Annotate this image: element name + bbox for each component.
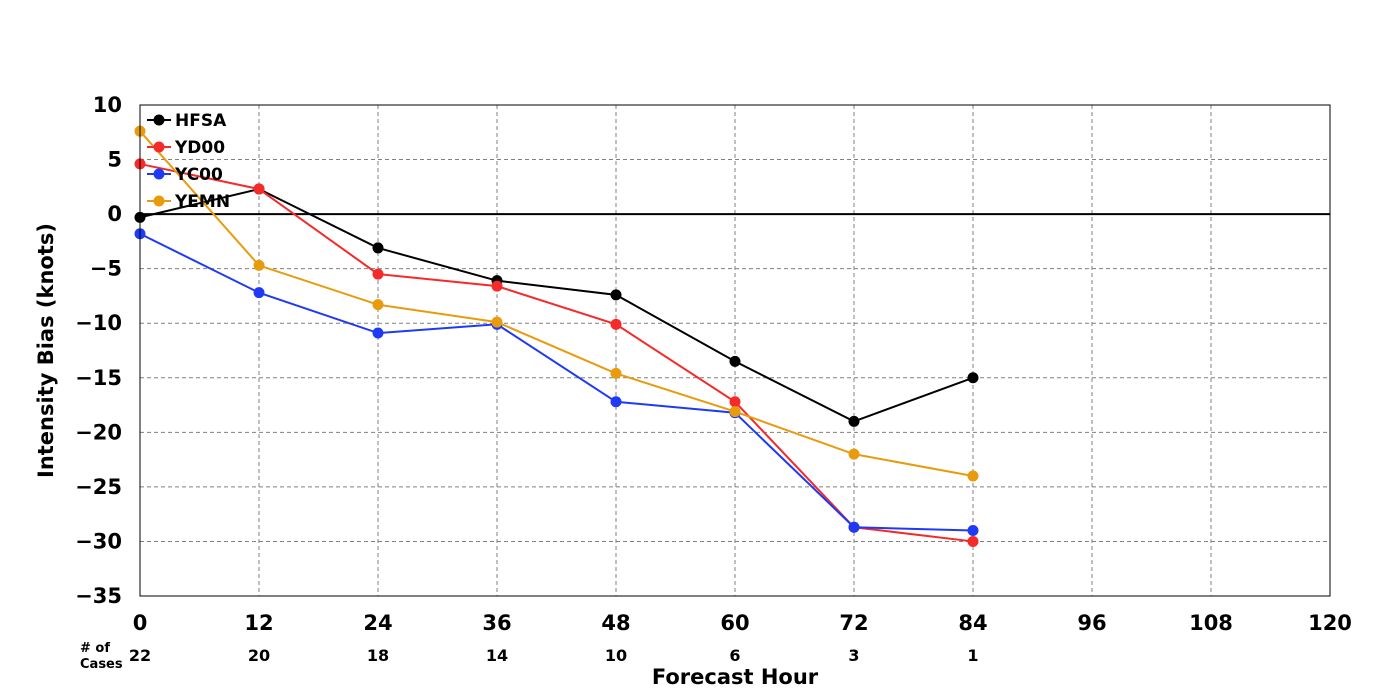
data-point-hfsa <box>848 415 860 427</box>
legend-entry-yc00: YC00 <box>147 165 223 185</box>
data-point-hfsa <box>372 242 384 254</box>
legend-label: YD00 <box>174 138 225 158</box>
y-tick-label: −25 <box>75 475 122 499</box>
y-tick-label: 10 <box>93 93 122 117</box>
x-tick-labels: 0 12 24 36 48 60 72 84 96 108 120 <box>133 611 1352 635</box>
data-point-yemn <box>491 316 503 328</box>
data-point-yc00 <box>848 521 860 533</box>
grid-lines <box>140 105 1330 596</box>
legend-label: YEMN <box>174 192 230 212</box>
data-point-yemn <box>848 448 860 460</box>
legend-marker <box>153 141 165 153</box>
y-tick-label: 5 <box>107 148 122 172</box>
series-line-hfsa <box>139 187 974 423</box>
data-point-yd00 <box>729 396 741 408</box>
legend-entry-hfsa: HFSA <box>147 111 227 131</box>
legend-marker <box>153 168 165 180</box>
legend: HFSA YD00 YC00 YEMN <box>147 111 230 212</box>
x-tick-label: 60 <box>720 611 749 635</box>
case-count: 1 <box>967 646 978 665</box>
x-tick-label: 0 <box>133 611 148 635</box>
y-tick-label: −30 <box>75 529 122 553</box>
case-count: 20 <box>248 646 270 665</box>
data-point-yemn <box>372 299 384 311</box>
x-tick-label: 24 <box>363 611 392 635</box>
y-tick-label: −5 <box>90 257 122 281</box>
case-count: 6 <box>729 646 740 665</box>
data-point-yd00 <box>610 318 622 330</box>
y-tick-label: −20 <box>75 420 122 444</box>
series-line-yemn <box>139 130 974 477</box>
case-count: 3 <box>848 646 859 665</box>
data-point-yd00 <box>967 535 979 547</box>
y-tick-labels: 10 5 0 −5 −10 −15 −20 −25 −30 −35 <box>75 93 122 608</box>
series-yemn <box>134 125 979 482</box>
x-tick-label: 36 <box>482 611 511 635</box>
series-lines <box>134 125 979 547</box>
case-count: 18 <box>367 646 389 665</box>
case-count: 22 <box>129 646 151 665</box>
legend-marker <box>153 114 165 126</box>
data-point-yemn <box>610 367 622 379</box>
data-point-yd00 <box>253 183 265 195</box>
data-point-yemn <box>967 470 979 482</box>
data-point-hfsa <box>610 289 622 301</box>
x-tick-label: 108 <box>1189 611 1233 635</box>
x-tick-label: 120 <box>1308 611 1352 635</box>
cases-title-line-1: # of <box>80 641 110 656</box>
y-tick-label: −10 <box>75 311 122 335</box>
series-yd00 <box>134 158 979 547</box>
y-tick-label: 0 <box>107 202 122 226</box>
y-axis-label: Intensity Bias (knots) <box>34 223 58 478</box>
x-tick-label: 48 <box>601 611 630 635</box>
cases-title-line-2: Cases <box>80 657 123 672</box>
data-point-yc00 <box>253 287 265 299</box>
x-tick-label: 96 <box>1077 611 1106 635</box>
legend-label: YC00 <box>174 165 223 185</box>
series-hfsa <box>134 183 979 427</box>
data-point-yc00 <box>372 327 384 339</box>
case-counts: # of Cases 22 20 18 14 10 6 3 1 <box>80 641 979 672</box>
data-point-yc00 <box>967 525 979 537</box>
legend-marker <box>153 195 165 207</box>
data-point-yd00 <box>491 280 503 292</box>
series-yc00 <box>134 228 979 537</box>
y-tick-label: −15 <box>75 366 122 390</box>
data-point-yc00 <box>610 396 622 408</box>
data-point-hfsa <box>967 372 979 384</box>
series-line-yc00 <box>139 232 974 532</box>
x-tick-label: 12 <box>244 611 273 635</box>
y-tick-label: −35 <box>75 584 122 608</box>
data-point-yemn <box>253 259 265 271</box>
case-count: 14 <box>486 646 508 665</box>
legend-entry-yemn: YEMN <box>147 192 230 212</box>
x-axis-label: Forecast Hour <box>652 665 819 689</box>
case-count: 10 <box>605 646 627 665</box>
series-line-yd00 <box>139 162 974 543</box>
plot-frame <box>139 104 1331 597</box>
data-point-hfsa <box>729 355 741 367</box>
x-tick-label: 84 <box>958 611 987 635</box>
data-point-yemn <box>729 406 741 418</box>
data-point-yd00 <box>372 268 384 280</box>
x-tick-label: 72 <box>839 611 868 635</box>
legend-label: HFSA <box>175 111 227 131</box>
legend-entry-yd00: YD00 <box>147 138 225 158</box>
